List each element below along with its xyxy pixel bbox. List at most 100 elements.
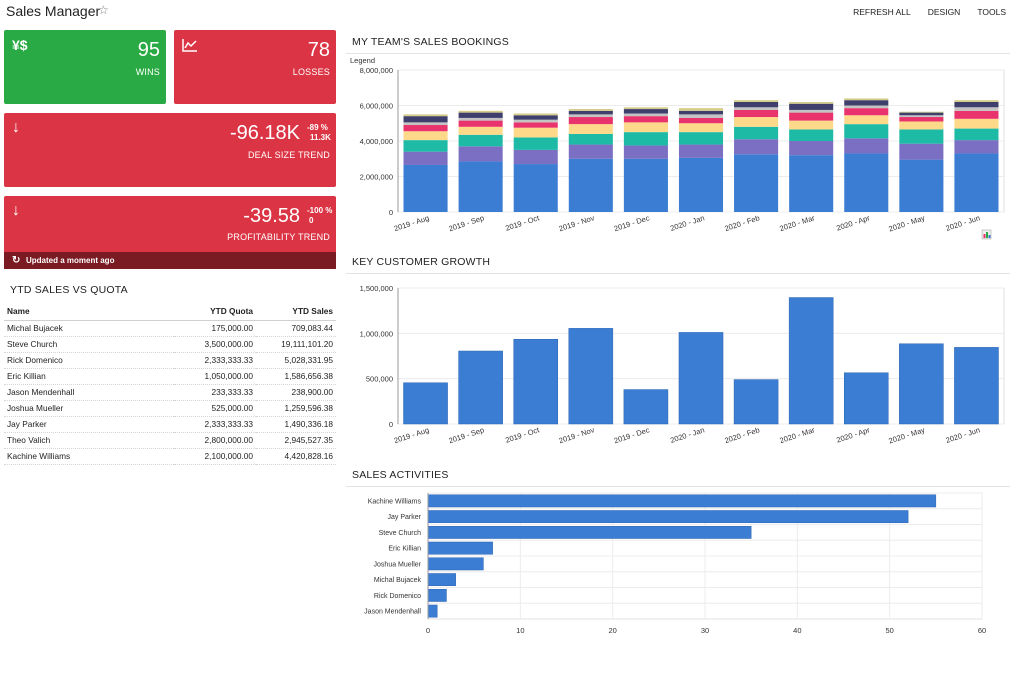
bar-segment[interactable]: [844, 115, 889, 125]
bar[interactable]: [733, 379, 779, 425]
bar-segment[interactable]: [899, 115, 944, 118]
table-row[interactable]: Rick Domenico 2,333,333.33 5,028,331.95: [4, 352, 336, 369]
bar-segment[interactable]: [678, 144, 724, 158]
table-row[interactable]: Michal Bujacek 175,000.00 709,083.44: [4, 320, 336, 337]
export-chart-icon[interactable]: [981, 229, 992, 240]
bar[interactable]: [427, 588, 447, 602]
bar-segment[interactable]: [954, 110, 999, 119]
table-row[interactable]: Eric Killian 1,050,000.00 1,586,656.38: [4, 368, 336, 385]
bar[interactable]: [568, 328, 614, 425]
bar-segment[interactable]: [844, 124, 889, 139]
bar-segment[interactable]: [513, 164, 558, 212]
bar-segment[interactable]: [458, 110, 503, 113]
kpi-losses[interactable]: 78 LOSSES: [174, 30, 336, 104]
bar-segment[interactable]: [899, 111, 944, 113]
bar-segment[interactable]: [568, 110, 613, 115]
bar-segment[interactable]: [678, 157, 724, 212]
bar-segment[interactable]: [899, 112, 944, 116]
bar-segment[interactable]: [623, 145, 668, 159]
bar[interactable]: [403, 382, 448, 425]
table-row[interactable]: Kachine Williams 2,100,000.00 4,420,828.16: [4, 448, 336, 465]
col-quota[interactable]: YTD Quota: [174, 302, 256, 321]
bar-segment[interactable]: [568, 124, 613, 134]
bar-segment[interactable]: [403, 164, 448, 212]
bar-segment[interactable]: [789, 103, 834, 110]
bar-segment[interactable]: [513, 119, 558, 123]
bar-segment[interactable]: [458, 134, 503, 147]
bar[interactable]: [427, 604, 438, 618]
bar-segment[interactable]: [403, 151, 448, 165]
bar-segment[interactable]: [844, 105, 889, 109]
bar-segment[interactable]: [568, 133, 613, 145]
bar-segment[interactable]: [458, 161, 503, 212]
col-sales[interactable]: YTD Sales: [256, 302, 336, 321]
bar-segment[interactable]: [623, 113, 668, 117]
bar-segment[interactable]: [623, 158, 668, 212]
bar-segment[interactable]: [513, 137, 558, 150]
legend-label[interactable]: Legend: [350, 56, 375, 65]
bar-segment[interactable]: [678, 117, 724, 124]
bar-segment[interactable]: [513, 113, 558, 116]
bar-segment[interactable]: [844, 98, 889, 101]
bar-segment[interactable]: [734, 154, 779, 212]
bar-segment[interactable]: [403, 116, 448, 123]
bar-segment[interactable]: [623, 107, 668, 110]
bar-segment[interactable]: [458, 126, 503, 135]
bar-segment[interactable]: [678, 132, 724, 145]
bar-segment[interactable]: [734, 100, 779, 102]
bar-segment[interactable]: [734, 107, 779, 110]
bar-segment[interactable]: [458, 117, 503, 121]
refresh-all-button[interactable]: REFRESH ALL: [853, 7, 911, 17]
bar-segment[interactable]: [844, 138, 889, 154]
bar[interactable]: [513, 338, 559, 425]
bar-segment[interactable]: [844, 153, 889, 212]
bar-segment[interactable]: [954, 128, 999, 141]
bar[interactable]: [678, 332, 724, 425]
bar-segment[interactable]: [954, 101, 999, 108]
bar-segment[interactable]: [623, 109, 668, 114]
bar-segment[interactable]: [678, 114, 724, 118]
table-row[interactable]: Jay Parker 2,333,333.33 1,490,336.18: [4, 416, 336, 433]
bar[interactable]: [427, 541, 493, 555]
bar-segment[interactable]: [513, 127, 558, 138]
bar-segment[interactable]: [513, 149, 558, 165]
bar-segment[interactable]: [513, 122, 558, 128]
bar-segment[interactable]: [789, 120, 834, 130]
table-row[interactable]: Steve Church 3,500,000.00 19,111,101.20: [4, 336, 336, 353]
bar-segment[interactable]: [789, 141, 834, 156]
bar-segment[interactable]: [789, 129, 834, 141]
bar-segment[interactable]: [844, 100, 889, 106]
design-button[interactable]: DESIGN: [927, 7, 961, 17]
table-row[interactable]: Jason Mendenhall 233,333.33 238,900.00: [4, 384, 336, 401]
bar-segment[interactable]: [899, 117, 944, 122]
bar[interactable]: [427, 494, 937, 508]
bar-segment[interactable]: [789, 109, 834, 113]
bar-segment[interactable]: [568, 117, 613, 125]
bar[interactable]: [427, 525, 752, 539]
kpi-profitability[interactable]: ↓ -39.58 -100 % 0 PROFITABILITY TREND: [4, 196, 336, 253]
bar[interactable]: [843, 372, 889, 425]
bar-segment[interactable]: [403, 122, 448, 126]
bar-segment[interactable]: [403, 125, 448, 132]
bar-segment[interactable]: [789, 101, 834, 104]
bar-segment[interactable]: [458, 112, 503, 118]
bar[interactable]: [623, 389, 669, 425]
refresh-icon[interactable]: ↻: [12, 255, 21, 266]
bar-segment[interactable]: [678, 108, 724, 111]
bar-segment[interactable]: [568, 114, 613, 118]
bar[interactable]: [458, 350, 503, 425]
bar-segment[interactable]: [954, 118, 999, 129]
bar-segment[interactable]: [513, 115, 558, 120]
bar[interactable]: [427, 573, 456, 587]
bar-segment[interactable]: [458, 146, 503, 162]
bar-segment[interactable]: [899, 121, 944, 130]
bar-segment[interactable]: [458, 120, 503, 127]
star-icon[interactable]: ☆: [98, 3, 109, 17]
bar-segment[interactable]: [403, 140, 448, 152]
bar-segment[interactable]: [678, 123, 724, 133]
col-name[interactable]: Name: [4, 302, 174, 321]
bar-segment[interactable]: [568, 109, 613, 111]
bar-segment[interactable]: [844, 108, 889, 116]
bar-segment[interactable]: [954, 140, 999, 154]
bar-segment[interactable]: [899, 129, 944, 144]
